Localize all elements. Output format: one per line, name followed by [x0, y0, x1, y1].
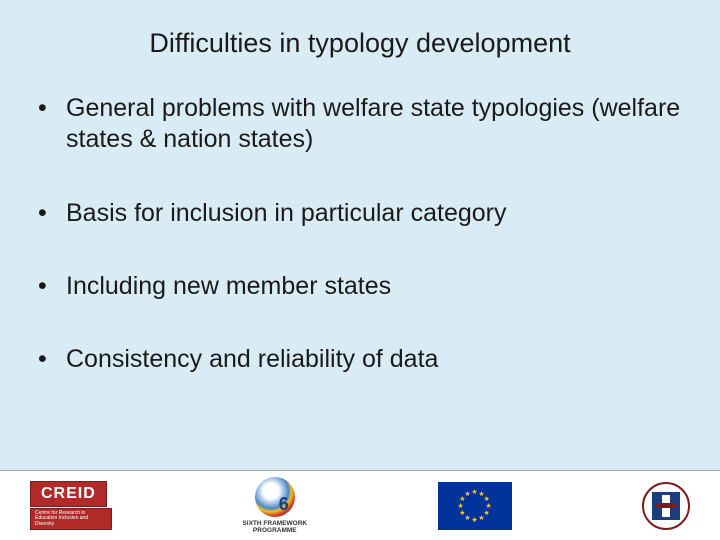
- edinburgh-icon: [642, 482, 690, 530]
- creid-subtitle: Centre for Research in Education Inclusi…: [30, 508, 112, 531]
- slide: Difficulties in typology development Gen…: [0, 0, 720, 540]
- creid-text: CREID: [30, 481, 107, 507]
- fp6-line1: SIXTH FRAMEWORK: [242, 520, 307, 527]
- bullet-item: General problems with welfare state typo…: [38, 93, 690, 156]
- bullet-item: Basis for inclusion in particular catego…: [38, 198, 690, 229]
- fp6-logo: 6 SIXTH FRAMEWORK PROGRAMME: [242, 477, 307, 534]
- eu-flag-icon: ★★★★★★★★★★★★: [438, 482, 512, 530]
- creid-logo: CREID Centre for Research in Education I…: [30, 481, 112, 531]
- eu-flag-logo: ★★★★★★★★★★★★: [438, 482, 512, 530]
- bullet-list: General problems with welfare state typo…: [30, 93, 690, 375]
- fp6-icon: 6: [255, 477, 295, 517]
- footer-bar: CREID Centre for Research in Education I…: [0, 470, 720, 540]
- bullet-item: Including new member states: [38, 271, 690, 302]
- eu-stars: ★★★★★★★★★★★★: [457, 488, 493, 524]
- fp6-digit: 6: [279, 494, 289, 515]
- bullet-item: Consistency and reliability of data: [38, 344, 690, 375]
- edinburgh-logo: [642, 482, 690, 530]
- slide-title: Difficulties in typology development: [30, 28, 690, 59]
- fp6-line2: PROGRAMME: [253, 527, 297, 534]
